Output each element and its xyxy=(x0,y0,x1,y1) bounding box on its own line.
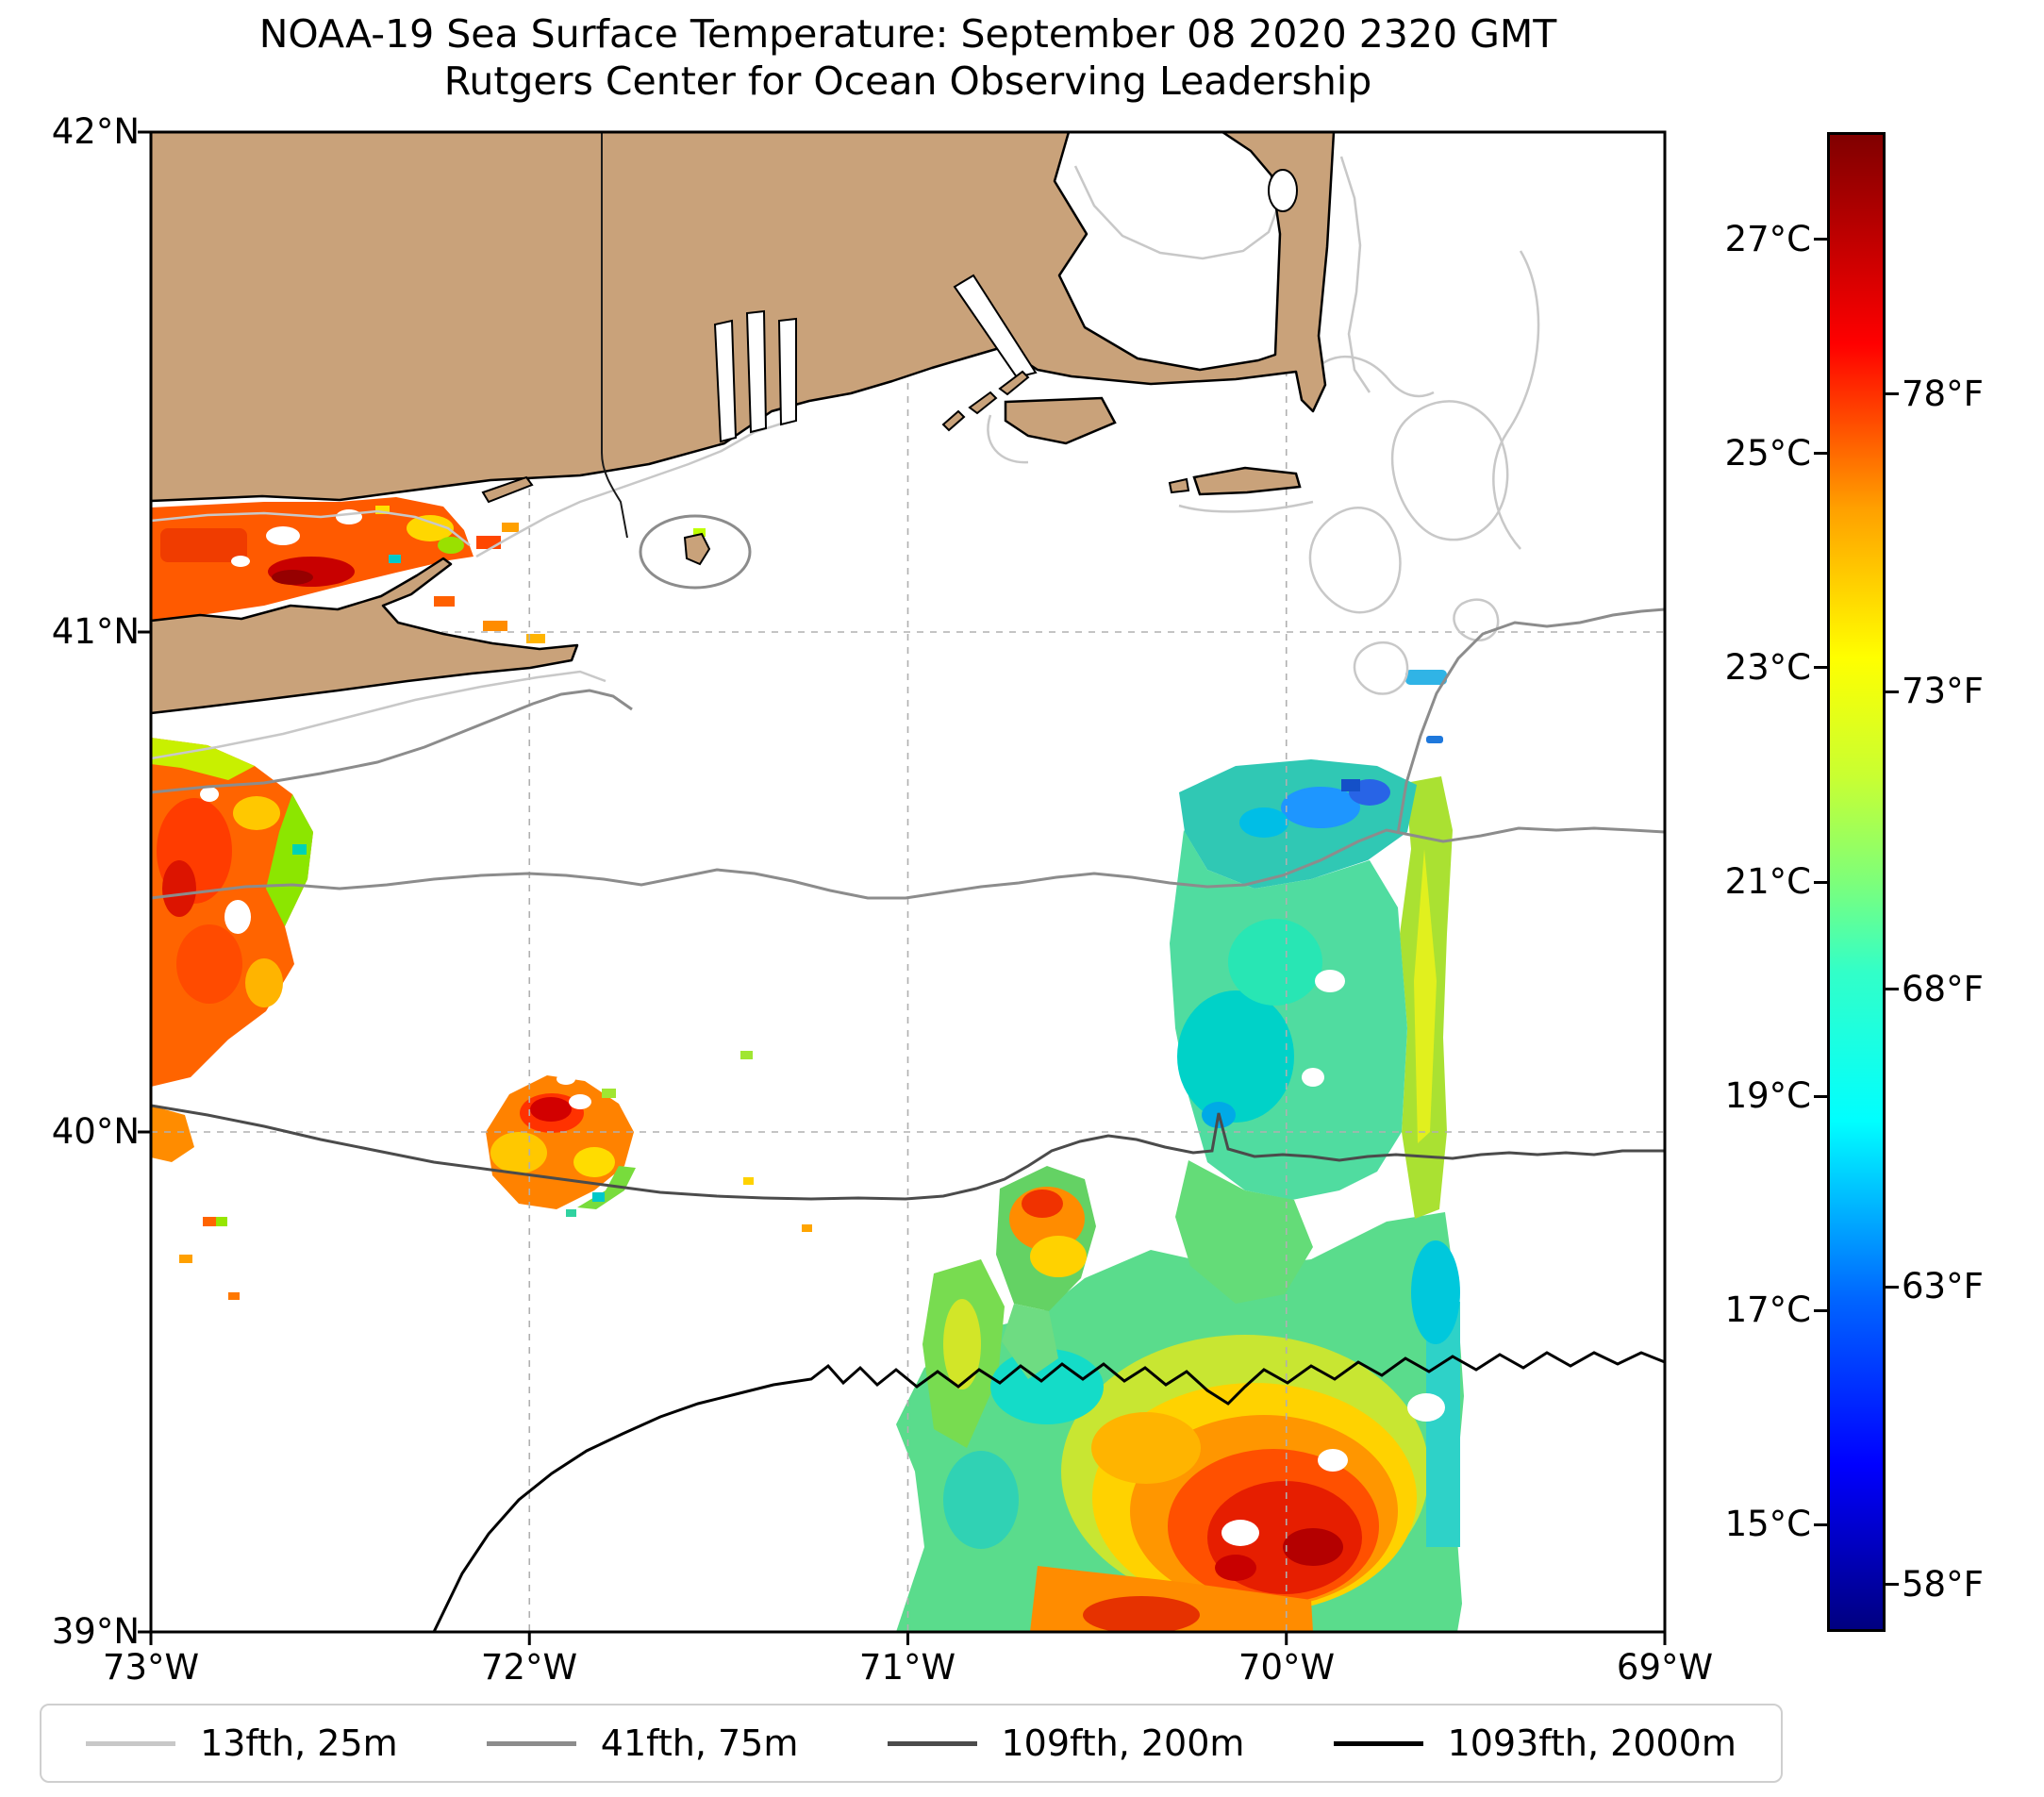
bathymetry-legend: 13fth, 25m 41fth, 75m 109fth, 200m 1093f… xyxy=(40,1704,1783,1783)
x-tick-label-72w: 72°W xyxy=(480,1647,578,1688)
figure-title: NOAA-19 Sea Surface Temperature: Septemb… xyxy=(258,11,1557,57)
legend-line-109fth-icon xyxy=(887,1740,977,1746)
colorbar-label-68f: 68°F xyxy=(1902,969,1984,1009)
colorbar-label-78f: 78°F xyxy=(1902,374,1984,414)
land-block-island xyxy=(683,532,711,566)
colorbar-label-21c: 21°C xyxy=(1724,861,1811,902)
contour-41fth-75m xyxy=(151,514,1665,900)
land-mainland-new-england xyxy=(151,132,1336,503)
land-tuckernuck xyxy=(1168,477,1190,494)
land-elizabeth-islands-3 xyxy=(941,409,966,432)
figure-subtitle: Rutgers Center for Ocean Observing Leade… xyxy=(443,58,1372,104)
contour-1093fth-2000m xyxy=(432,1351,1665,1632)
legend-label-13fth: 13fth, 25m xyxy=(200,1722,398,1764)
legend-line-13fth-icon xyxy=(86,1740,176,1746)
land-nantucket xyxy=(1192,466,1302,496)
colorbar-label-58f: 58°F xyxy=(1902,1564,1984,1605)
legend-line-1093fth-icon xyxy=(1333,1740,1423,1746)
bathymetry-contours xyxy=(151,156,1665,1632)
plot-frame xyxy=(149,130,1667,1634)
legend-label-109fth: 109fth, 200m xyxy=(1001,1722,1245,1764)
colorbar-tick-58f xyxy=(1886,1583,1899,1586)
sst-map-plot xyxy=(138,130,1667,1645)
colorbar-tick-19c xyxy=(1814,1095,1827,1098)
x-tick-label-71w: 71°W xyxy=(858,1647,956,1688)
legend-item-41fth: 41fth, 75m xyxy=(486,1722,799,1764)
contour-13fth-25m xyxy=(151,156,1540,760)
temperature-colorbar xyxy=(1827,132,1886,1632)
legend-item-109fth: 109fth, 200m xyxy=(887,1722,1245,1764)
legend-label-41fth: 41fth, 75m xyxy=(600,1722,799,1764)
land-layer xyxy=(151,132,1336,715)
sst-cool-waist xyxy=(1175,1160,1313,1304)
colorbar-tick-17c xyxy=(1814,1309,1827,1312)
x-tick-label-69w: 69°W xyxy=(1616,1647,1714,1688)
colorbar-tick-78f xyxy=(1886,392,1899,395)
colorbar-tick-73f xyxy=(1886,691,1899,693)
axis-ticks xyxy=(138,130,1667,1645)
colorbar-tick-63f xyxy=(1886,1286,1899,1289)
colorbar-label-63f: 63°F xyxy=(1902,1266,1984,1306)
sst-layer xyxy=(151,497,1464,1632)
y-tick-label-39n: 39°N xyxy=(51,1611,140,1652)
colorbar-tick-21c xyxy=(1814,881,1827,884)
colorbar-label-17c: 17°C xyxy=(1724,1290,1811,1330)
y-tick-label-40n: 40°N xyxy=(51,1111,140,1152)
legend-item-13fth: 13fth, 25m xyxy=(86,1722,398,1764)
colorbar-label-25c: 25°C xyxy=(1724,433,1811,474)
colorbar-label-19c: 19°C xyxy=(1724,1075,1811,1116)
land-elizabeth-islands-2 xyxy=(968,391,998,415)
land-fishers-island xyxy=(481,475,534,504)
colorbar-label-15c: 15°C xyxy=(1724,1504,1811,1544)
colorbar-tick-25c xyxy=(1814,452,1827,455)
x-tick-label-73w: 73°W xyxy=(102,1647,200,1688)
x-tick-label-70w: 70°W xyxy=(1238,1647,1336,1688)
colorbar-label-73f: 73°F xyxy=(1902,671,1984,711)
y-tick-label-41n: 41°N xyxy=(51,611,140,652)
state-border-ct-ri xyxy=(601,132,628,539)
colorbar-label-23c: 23°C xyxy=(1724,647,1811,688)
water-provincetown-harbor xyxy=(1268,169,1298,212)
y-tick-label-42n: 42°N xyxy=(51,111,140,152)
colorbar-tick-27c xyxy=(1814,238,1827,241)
water-narragansett-bay xyxy=(713,309,797,443)
legend-label-1093fth: 1093fth, 2000m xyxy=(1447,1722,1737,1764)
land-long-island xyxy=(151,557,579,715)
land-elizabeth-islands-1 xyxy=(998,370,1030,396)
legend-line-41fth-icon xyxy=(486,1740,576,1746)
colorbar-tick-23c xyxy=(1814,666,1827,669)
colorbar-tick-15c xyxy=(1814,1523,1827,1526)
land-marthas-vineyard xyxy=(1004,396,1117,445)
colorbar-label-27c: 27°C xyxy=(1724,219,1811,259)
legend-item-1093fth: 1093fth, 2000m xyxy=(1333,1722,1737,1764)
colorbar-tick-68f xyxy=(1886,988,1899,990)
contour-109fth-200m xyxy=(151,1104,1665,1201)
